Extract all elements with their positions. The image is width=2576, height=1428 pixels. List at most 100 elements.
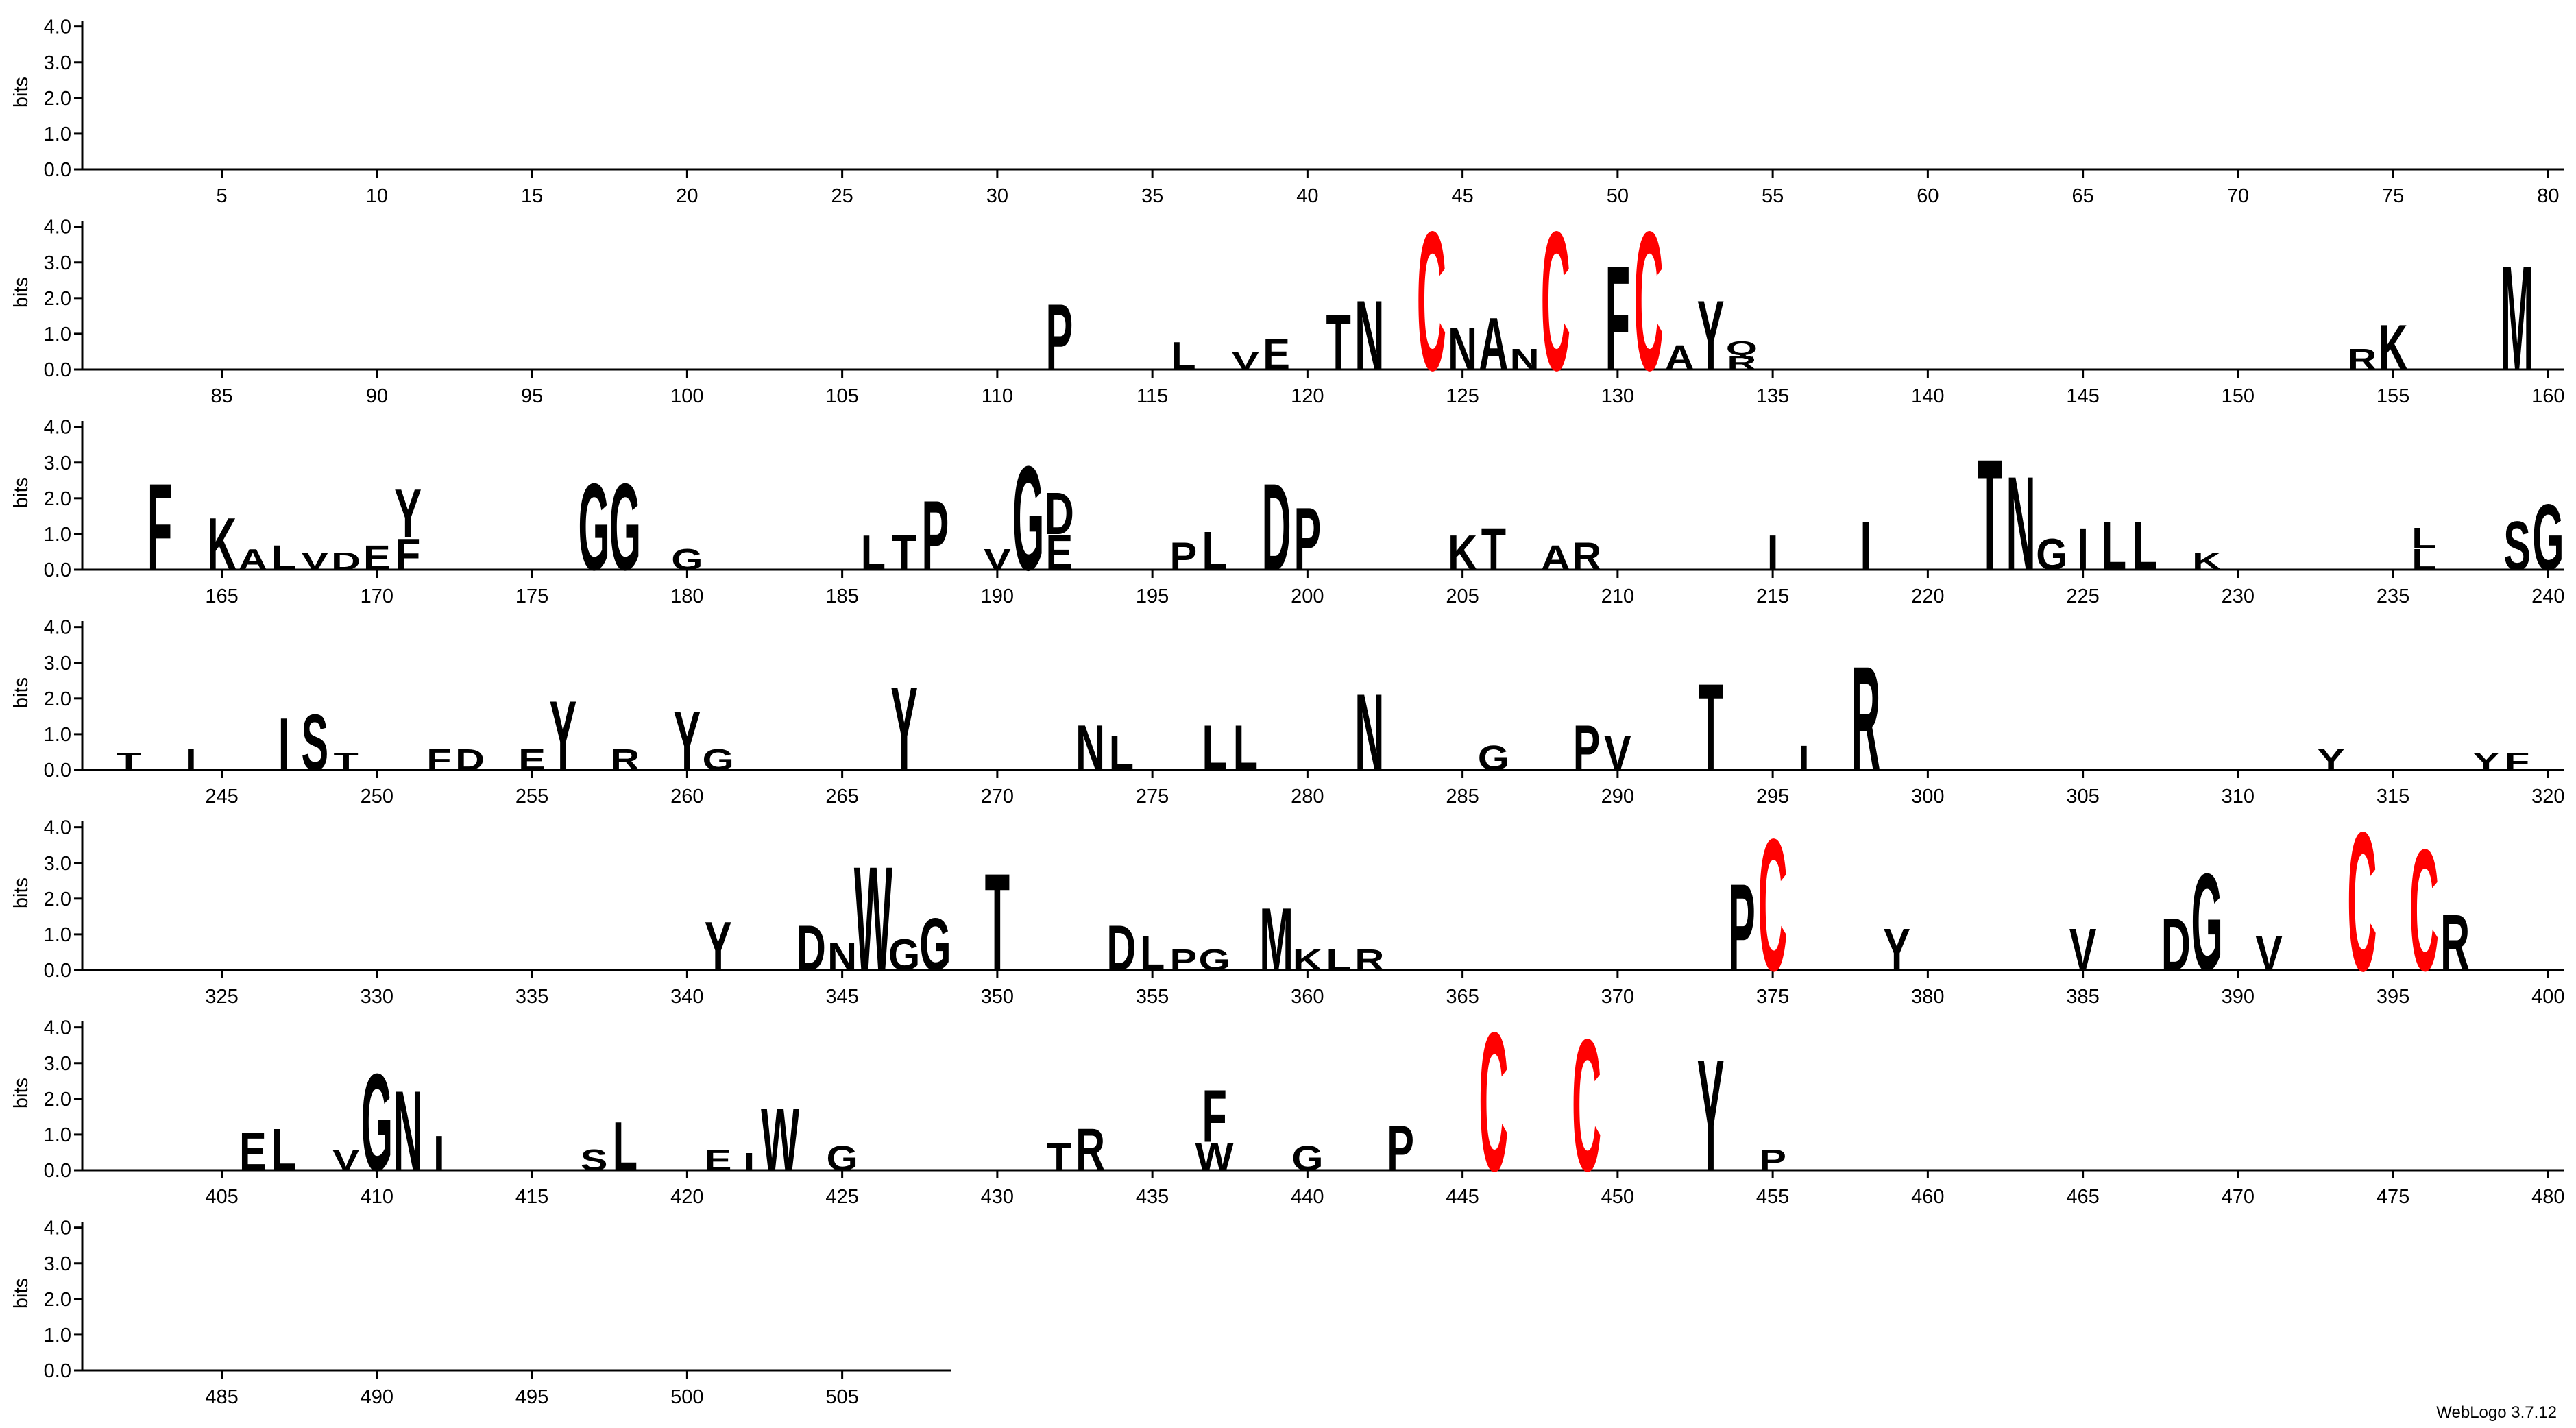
x-tick-label: 95	[521, 385, 543, 407]
logo-letter: T	[1978, 426, 2002, 603]
y-tick-label: 3.0	[44, 853, 71, 875]
logo-letter: I	[1767, 526, 1779, 581]
logo-letter: T	[985, 845, 1010, 1000]
x-tick-label: 185	[825, 585, 858, 607]
x-tick-label: 435	[1136, 1186, 1169, 1208]
y-tick-label: 1.0	[44, 724, 71, 746]
y-tick-label: 4.0	[44, 1017, 71, 1039]
logo-letter: Y	[394, 475, 422, 553]
y-axis-label: bits	[10, 677, 32, 708]
y-tick-label: 1.0	[44, 924, 71, 946]
logo-letter: L	[861, 526, 886, 581]
x-tick-label: 505	[825, 1386, 858, 1408]
y-tick-label: 3.0	[44, 1253, 71, 1275]
logo-letter: L	[1171, 335, 1195, 378]
x-tick-label: 90	[366, 385, 388, 407]
x-tick-label: 420	[670, 1186, 703, 1208]
x-tick-label: 350	[981, 986, 1014, 1008]
logo-letter: D	[1106, 912, 1136, 984]
x-tick-label: 430	[981, 1186, 1014, 1208]
logo-letter: Y	[1697, 1026, 1725, 1204]
x-tick-label: 320	[2531, 786, 2564, 808]
x-tick-label: 470	[2222, 1186, 2255, 1208]
y-tick-label: 0.0	[44, 1160, 71, 1182]
logo-letter: Y	[1883, 917, 1910, 983]
x-tick-label: 205	[1446, 585, 1479, 607]
logo-letter: S	[2503, 507, 2531, 585]
y-tick-label: 3.0	[44, 1053, 71, 1075]
logo-letter: L	[271, 1117, 296, 1183]
x-tick-label: 130	[1601, 385, 1634, 407]
x-tick-label: 330	[361, 986, 393, 1008]
logo-letter: L	[1202, 712, 1226, 784]
x-tick-label: 500	[670, 1386, 703, 1408]
logo-letter: G	[671, 544, 703, 577]
x-tick-label: 455	[1756, 1186, 1789, 1208]
logo-letter: F	[1202, 1074, 1226, 1158]
x-tick-label: 175	[515, 585, 548, 607]
x-tick-label: 270	[981, 786, 1014, 808]
x-tick-label: 415	[515, 1186, 548, 1208]
logo-letter: K	[2379, 311, 2408, 383]
logo-letter: R	[1727, 352, 1756, 374]
y-tick-label: 4.0	[44, 217, 71, 239]
x-tick-label: 390	[2222, 986, 2255, 1008]
y-tick-label: 4.0	[44, 617, 71, 639]
logo-letter: Y	[550, 681, 577, 792]
x-tick-label: 335	[515, 986, 548, 1008]
x-tick-label: 70	[2227, 185, 2249, 207]
x-tick-label: 190	[981, 585, 1014, 607]
y-tick-label: 1.0	[44, 1324, 71, 1346]
logo-letter: I	[433, 1126, 445, 1182]
x-tick-label: 310	[2222, 786, 2255, 808]
x-tick-label: 480	[2531, 1186, 2564, 1208]
x-tick-label: 60	[1917, 185, 1939, 207]
x-tick-label: 65	[2071, 185, 2093, 207]
y-tick-label: 4.0	[44, 417, 71, 439]
x-tick-label: 245	[205, 786, 238, 808]
logo-letter: F	[147, 457, 172, 596]
logo-letter: D	[1262, 457, 1291, 596]
logo-letter: V	[302, 548, 329, 575]
logo-letter: E	[239, 1121, 267, 1182]
logo-letter: I	[185, 744, 197, 777]
x-tick-label: 355	[1136, 986, 1169, 1008]
logo-letter: P	[1759, 1144, 1786, 1177]
x-tick-label: 105	[825, 385, 858, 407]
logo-letter: S	[581, 1144, 608, 1177]
x-tick-label: 360	[1291, 986, 1324, 1008]
y-axis-label: bits	[10, 277, 32, 308]
logo-letter: A	[1479, 302, 1508, 386]
logo-letter: G	[2532, 485, 2564, 590]
y-tick-label: 1.0	[44, 123, 71, 145]
x-tick-label: 100	[670, 385, 703, 407]
logo-letter: T	[333, 748, 358, 775]
y-axis-label: bits	[10, 477, 32, 508]
x-tick-label: 10	[366, 185, 388, 207]
y-tick-label: 2.0	[44, 1289, 71, 1311]
logo-letter: V	[984, 544, 1011, 577]
x-tick-label: 315	[2377, 786, 2409, 808]
logo-letter: W	[761, 1090, 799, 1189]
y-tick-label: 0.0	[44, 960, 71, 982]
x-tick-label: 260	[670, 786, 703, 808]
x-tick-label: 410	[361, 1186, 393, 1208]
logo-letter: V	[2069, 917, 2097, 983]
x-tick-label: 140	[1911, 385, 1944, 407]
logo-letter: G	[919, 903, 951, 987]
x-tick-label: 280	[1291, 786, 1324, 808]
logo-letter: L	[1109, 726, 1134, 782]
x-tick-label: 425	[825, 1186, 858, 1208]
logo-letter: L	[2133, 507, 2157, 585]
y-tick-label: 1.0	[44, 324, 71, 346]
logo-letter: N	[1076, 712, 1105, 784]
logo-letter: R	[2347, 343, 2377, 376]
logo-letter: L	[271, 538, 296, 577]
x-tick-label: 340	[670, 986, 703, 1008]
logo-letter: N	[827, 935, 857, 979]
logo-letter: K	[1293, 944, 1322, 977]
logo-letter: S	[302, 699, 329, 787]
logo-letter: G	[703, 744, 734, 777]
y-tick-label: 0.0	[44, 1360, 71, 1382]
logo-letter: K	[207, 503, 236, 586]
